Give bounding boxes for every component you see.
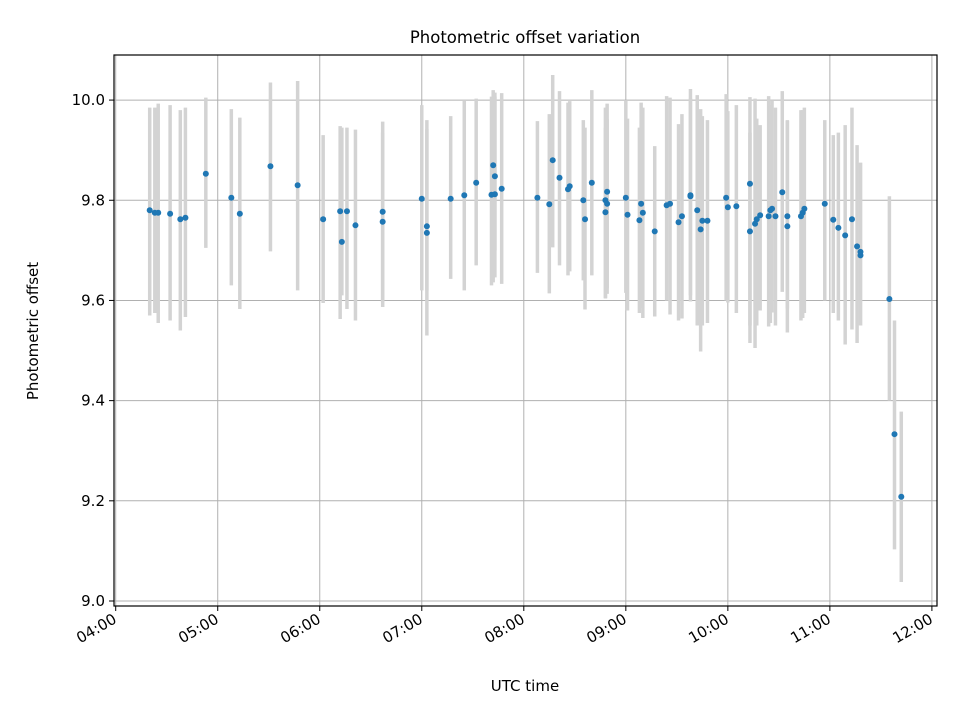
y-tick-label: 9.2 (81, 492, 105, 510)
data-point (338, 238, 345, 245)
y-tick-label: 9.4 (81, 392, 105, 410)
data-point (473, 179, 480, 186)
data-point (854, 243, 861, 250)
data-point (651, 228, 658, 235)
data-points (146, 157, 905, 500)
plot-frame (113, 54, 938, 607)
data-point (639, 209, 646, 216)
data-point (675, 219, 682, 226)
data-point (624, 211, 631, 218)
data-point (723, 194, 730, 201)
data-point (724, 204, 731, 211)
data-point (228, 194, 235, 201)
data-point (534, 194, 541, 201)
data-point (687, 193, 694, 200)
chart-title: Photometric offset variation (410, 28, 640, 47)
data-point (842, 232, 849, 239)
data-point (697, 226, 704, 233)
data-point (753, 216, 760, 223)
data-point (602, 209, 609, 216)
data-point (886, 295, 893, 302)
y-tick-label: 9.6 (81, 291, 105, 309)
data-point (784, 213, 791, 220)
data-point (379, 208, 386, 215)
data-point (746, 180, 753, 187)
y-tick-label: 9.8 (81, 191, 105, 209)
data-point (604, 188, 611, 195)
data-point (320, 216, 327, 223)
data-point (636, 217, 643, 224)
data-point (891, 431, 898, 438)
data-point (418, 195, 425, 202)
data-point (835, 224, 842, 231)
data-point (490, 162, 497, 169)
data-point (546, 201, 553, 208)
data-point (566, 183, 573, 190)
data-point (588, 179, 595, 186)
data-point (177, 216, 184, 223)
data-point (337, 208, 344, 215)
data-point (898, 493, 905, 500)
data-point (491, 191, 498, 198)
data-point (779, 189, 786, 196)
data-point (848, 216, 855, 223)
data-point (769, 205, 776, 212)
data-point (202, 170, 209, 177)
data-point (765, 213, 772, 220)
y-tick-label: 10.0 (72, 91, 105, 109)
x-axis-label: UTC time (491, 677, 559, 695)
data-point (678, 213, 685, 220)
data-point (857, 248, 864, 255)
y-axis-label: Photometric offset (24, 262, 42, 400)
data-point (182, 214, 189, 221)
data-point (461, 192, 468, 199)
data-point (352, 222, 359, 229)
data-point (667, 200, 674, 207)
data-point (699, 217, 706, 224)
data-point (694, 207, 701, 214)
data-point (146, 207, 153, 214)
data-point (267, 163, 274, 170)
data-point (491, 173, 498, 180)
data-point (622, 194, 629, 201)
data-point (757, 212, 764, 219)
data-point (447, 195, 454, 202)
data-point (772, 213, 779, 220)
data-point (423, 229, 430, 236)
data-point (582, 216, 589, 223)
data-point (498, 185, 505, 192)
data-point (580, 197, 587, 204)
data-point (752, 220, 759, 227)
data-point (704, 217, 711, 224)
data-point (638, 200, 645, 207)
data-point (556, 174, 563, 181)
data-point (294, 182, 301, 189)
data-point (167, 210, 174, 217)
data-point (236, 210, 243, 217)
data-point (549, 157, 556, 164)
data-point (423, 223, 430, 230)
y-tick-label: 9.0 (81, 592, 105, 610)
data-point (746, 228, 753, 235)
data-point (155, 209, 162, 216)
data-point (343, 208, 350, 215)
data-point (801, 205, 808, 212)
data-point (821, 200, 828, 207)
data-point (830, 216, 837, 223)
data-point (604, 200, 611, 207)
data-point (784, 223, 791, 230)
data-point (733, 203, 740, 210)
data-point (379, 218, 386, 225)
